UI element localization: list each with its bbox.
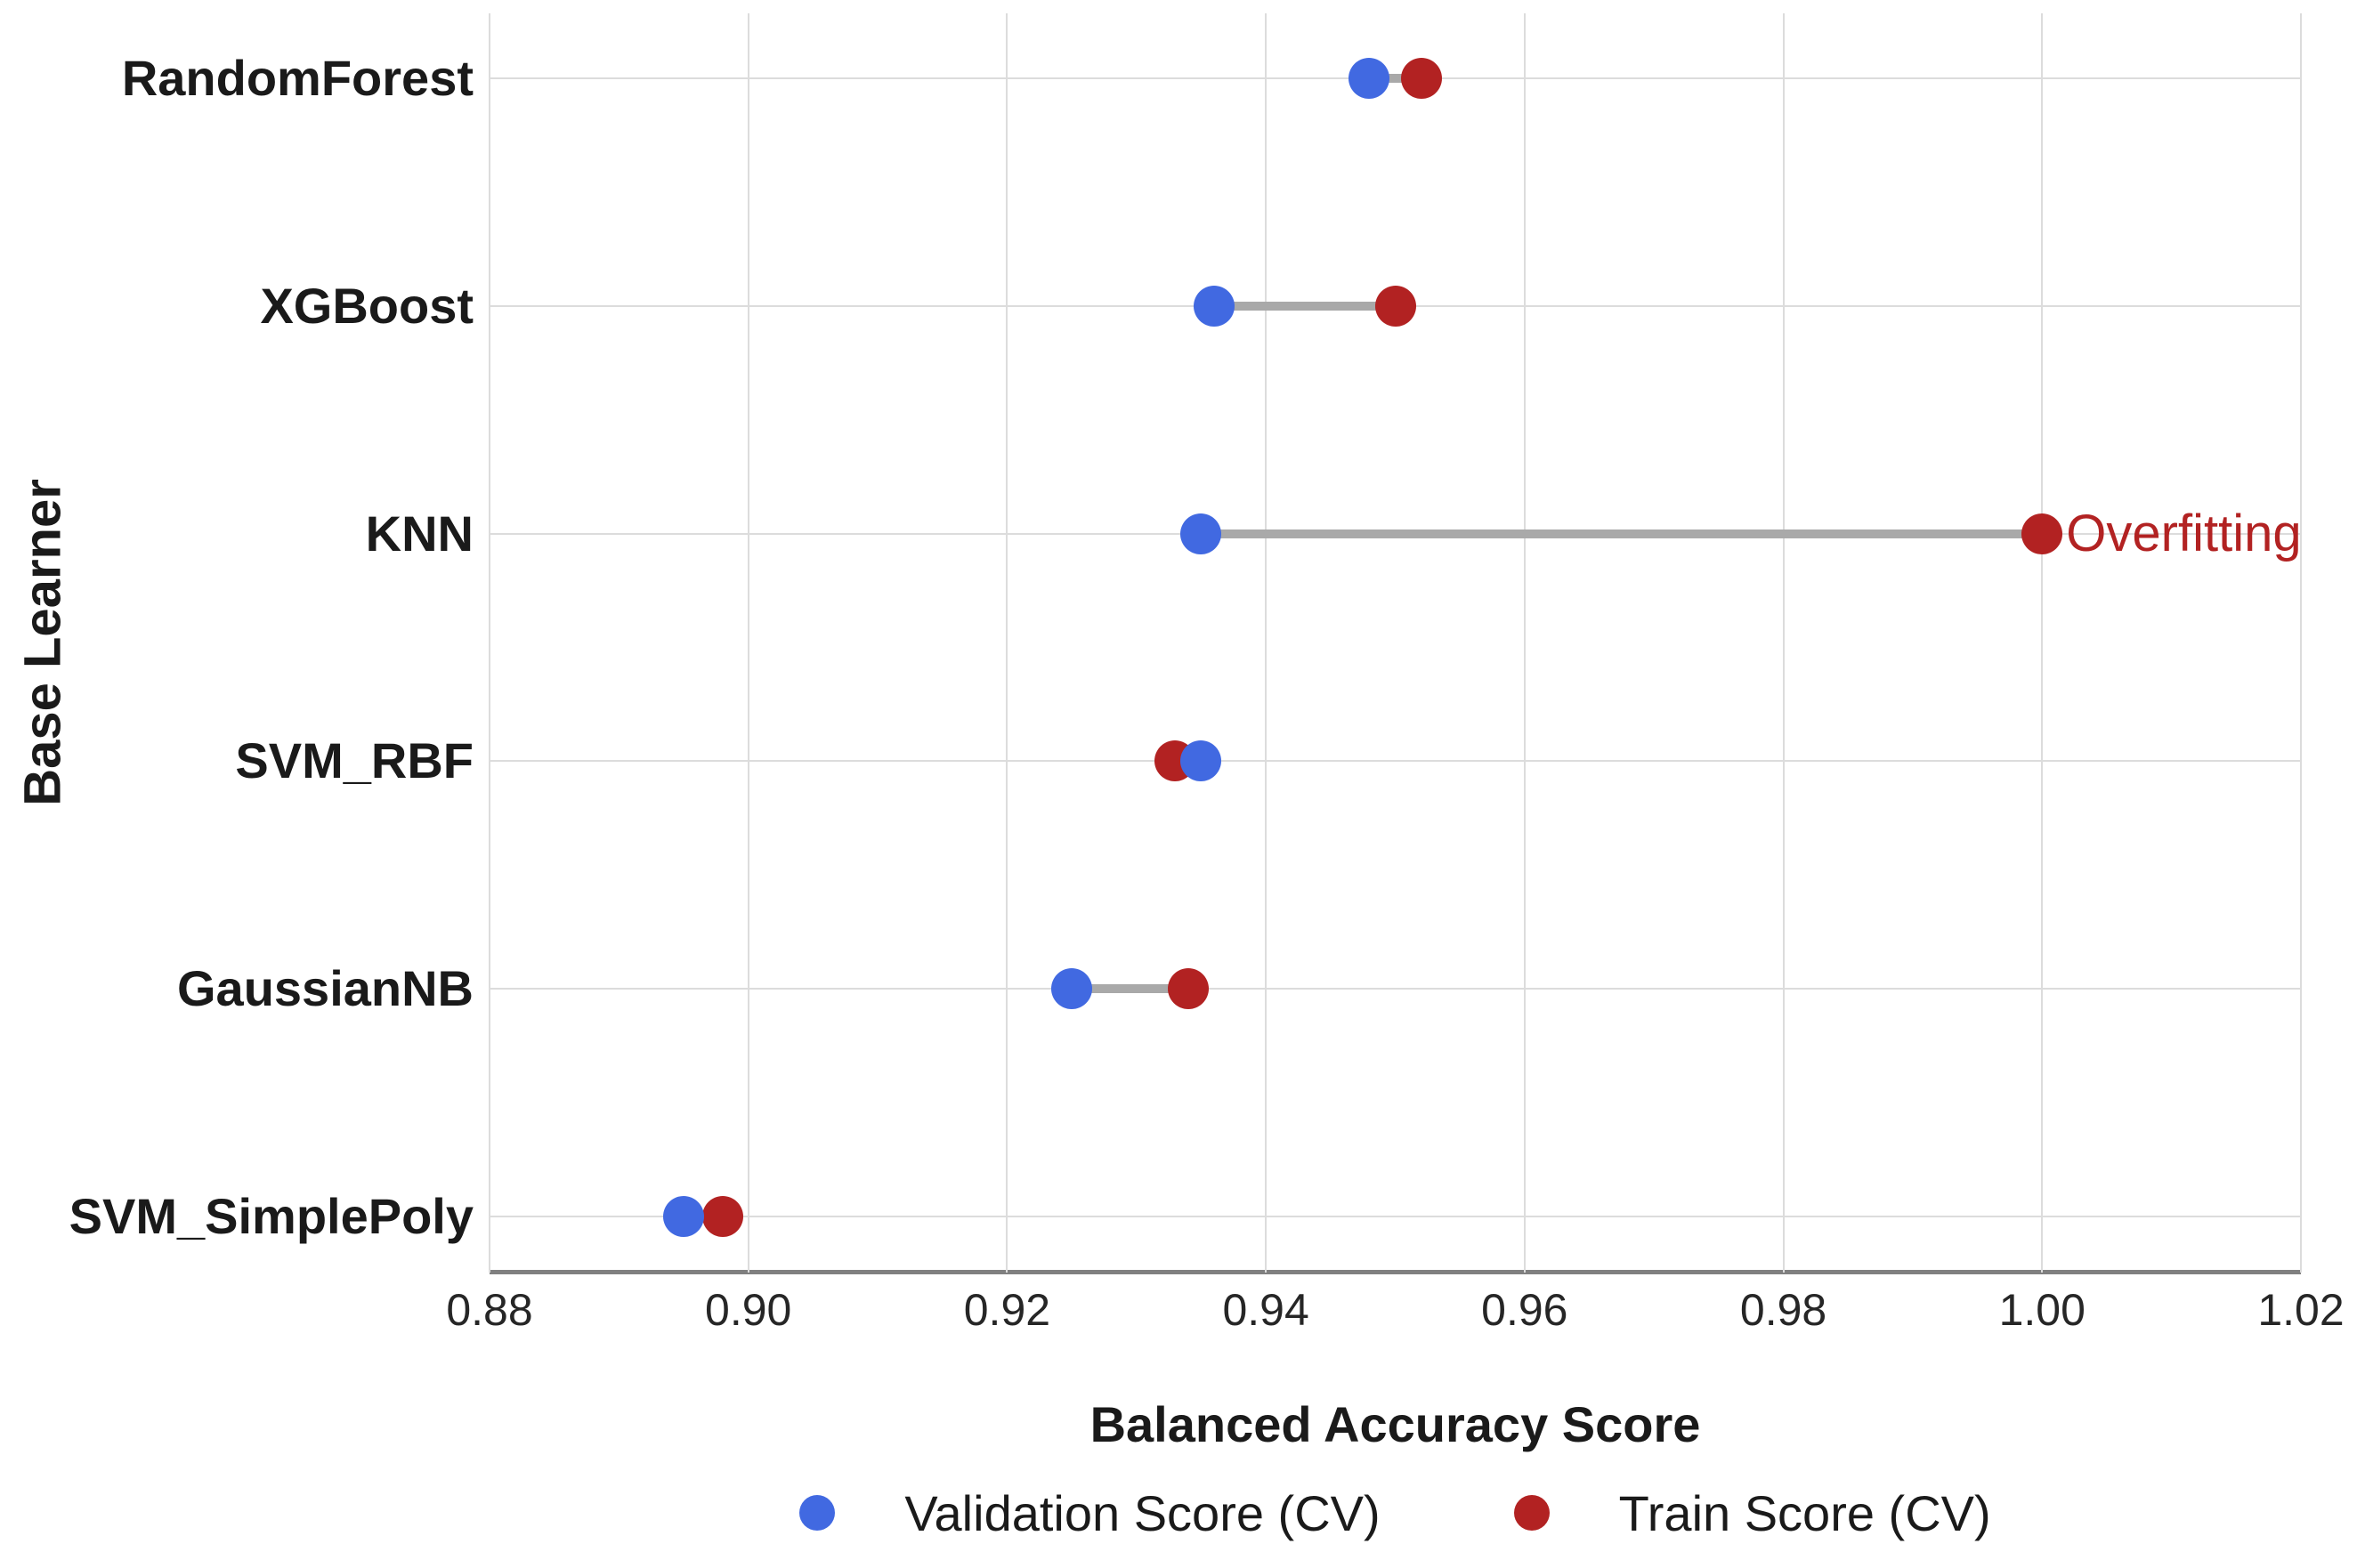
vertical-gridline: [1265, 13, 1268, 1273]
validation-score-point: [1180, 740, 1222, 782]
train-score-point: [1374, 285, 1416, 327]
train-score-dot-icon: [1513, 1495, 1550, 1531]
x-tick-label: 1.00: [1998, 1285, 2086, 1335]
legend-label-validation: Validation Score (CV): [904, 1484, 1381, 1541]
dumbbell-connector: [1072, 984, 1188, 994]
horizontal-gridline: [490, 1216, 2301, 1217]
validation-score-point: [663, 1196, 705, 1237]
validation-score-dot-icon: [799, 1495, 836, 1531]
x-axis-line: [490, 1270, 2301, 1274]
train-score-point: [2021, 513, 2063, 554]
vertical-gridline: [1782, 13, 1785, 1273]
vertical-gridline: [2300, 13, 2302, 1273]
x-tick-label: 0.90: [705, 1285, 792, 1335]
legend: Validation Score (CV) Train Score (CV): [490, 1470, 2301, 1556]
validation-score-point: [1194, 285, 1235, 327]
dumbbell-connector: [1214, 301, 1396, 311]
horizontal-gridline: [490, 988, 2301, 990]
vertical-gridline: [1006, 13, 1008, 1273]
vertical-gridline: [1523, 13, 1526, 1273]
x-tick-label: 0.98: [1739, 1285, 1827, 1335]
y-axis-label: XGBoost: [260, 277, 474, 334]
x-tick-label: 0.94: [1222, 1285, 1309, 1335]
x-tick-label: 1.02: [2257, 1285, 2345, 1335]
legend-item-validation: Validation Score (CV): [799, 1484, 1381, 1542]
vertical-gridline: [747, 13, 749, 1273]
y-axis-label: KNN: [365, 505, 474, 562]
dumbbell-connector: [1369, 74, 1421, 83]
train-score-point: [1167, 968, 1209, 1010]
y-axis-labels: RandomForest XGBoost KNN SVM_RBF GaussianNB S…: [0, 13, 474, 1273]
validation-score-point: [1180, 513, 1222, 554]
train-score-point: [701, 1196, 743, 1237]
y-axis-label: RandomForest: [121, 50, 474, 106]
overfitting-annotation: Overfitting: [2066, 504, 2302, 562]
x-axis-title: Balanced Accuracy Score: [1089, 1396, 1701, 1452]
legend-item-train: Train Score (CV): [1513, 1484, 1991, 1542]
vertical-gridline: [2041, 13, 2044, 1273]
horizontal-gridline: [490, 760, 2301, 763]
train-score-point: [1400, 58, 1442, 99]
plot-area: Overfitting: [489, 13, 2302, 1274]
validation-score-point: [1349, 58, 1390, 99]
x-tick-label: 0.92: [963, 1285, 1051, 1335]
dumbbell-connector: [1201, 529, 2043, 538]
y-axis-label: GaussianNB: [177, 960, 474, 1017]
vertical-gridline: [489, 13, 490, 1273]
x-axis-tick-labels: 0.88 0.90 0.92 0.94 0.96 0.98 1.00 1.02: [446, 1284, 2344, 1346]
validation-score-point: [1051, 968, 1093, 1010]
legend-label-train: Train Score (CV): [1618, 1484, 1991, 1541]
x-tick-label: 0.88: [446, 1285, 533, 1335]
y-axis-label: SVM_RBF: [235, 732, 474, 789]
x-tick-label: 0.96: [1481, 1285, 1568, 1335]
y-axis-label: SVM_SimplePoly: [69, 1188, 474, 1244]
